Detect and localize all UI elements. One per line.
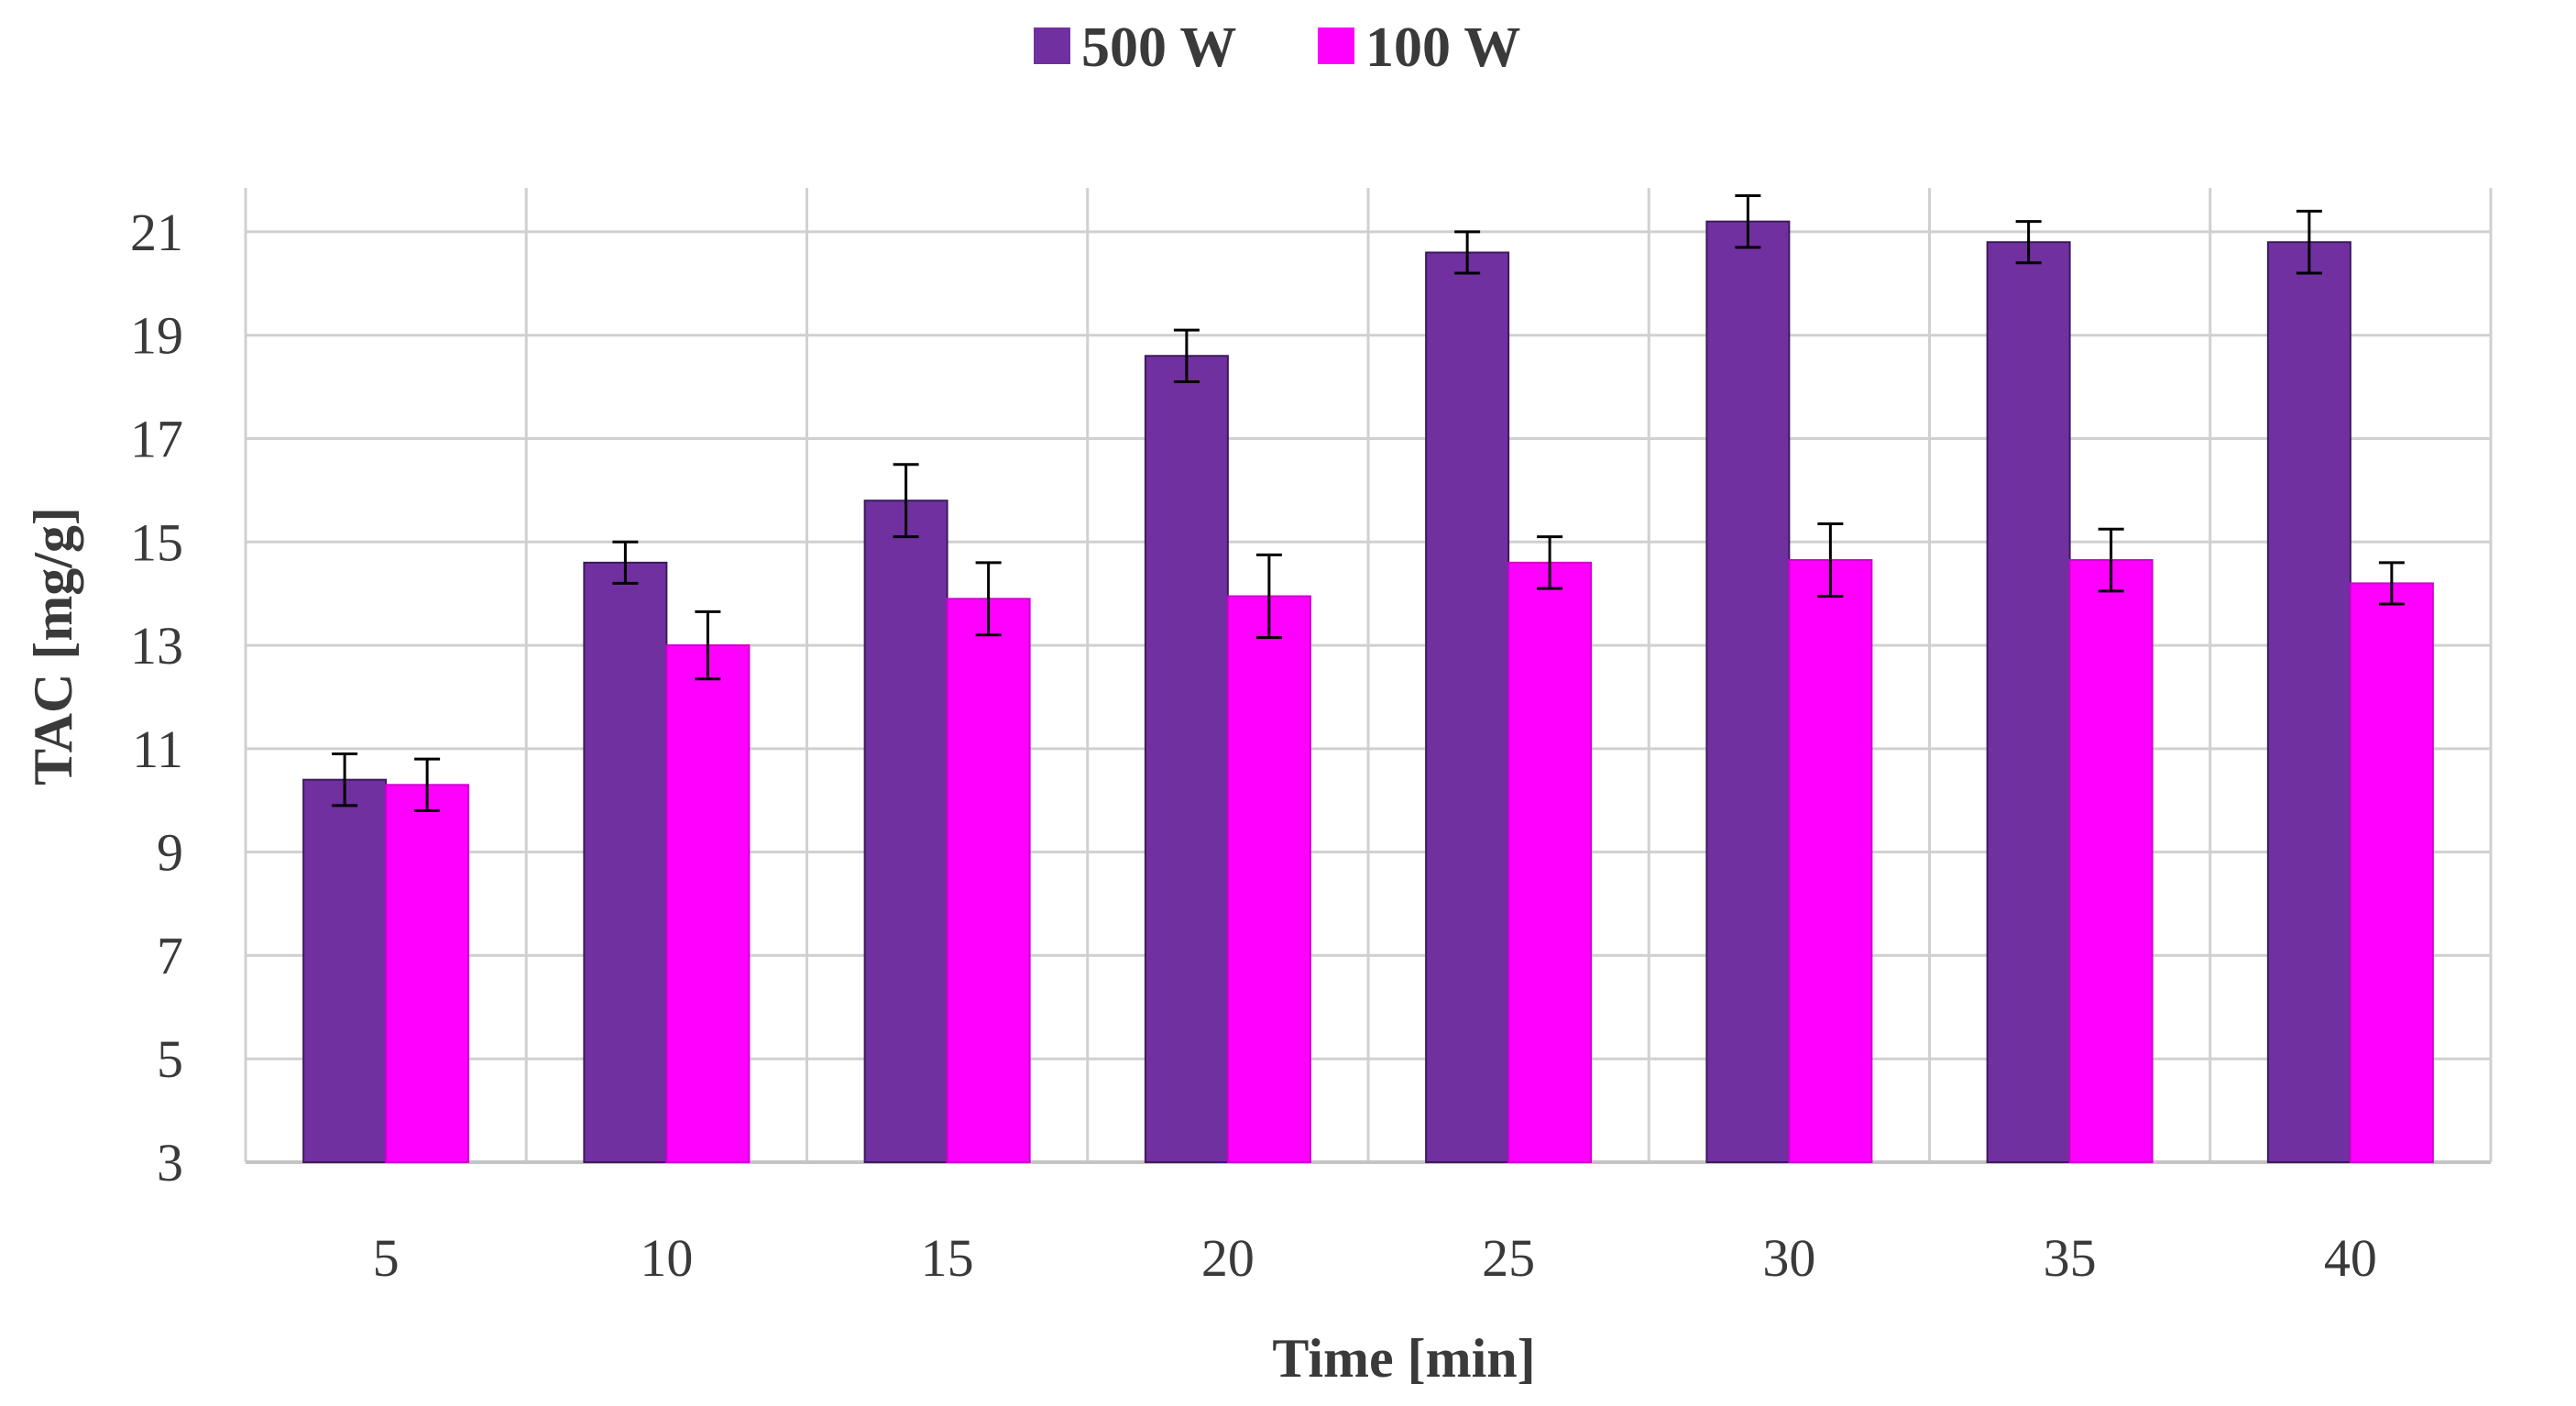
y-tick-label: 13 bbox=[130, 616, 183, 676]
x-tick-label: 25 bbox=[1482, 1228, 1535, 1288]
x-tick-label: 10 bbox=[640, 1228, 693, 1288]
legend-label-100w: 100 W bbox=[1365, 16, 1520, 79]
y-tick-label: 7 bbox=[157, 926, 183, 985]
bar-100w-30 bbox=[1788, 559, 1873, 1163]
bar-100w-35 bbox=[2068, 559, 2154, 1163]
y-tick-label: 11 bbox=[132, 719, 183, 779]
bar-100w-40 bbox=[2349, 582, 2434, 1163]
x-tick-label: 15 bbox=[921, 1228, 974, 1288]
y-tick-label: 21 bbox=[130, 203, 183, 262]
bar-500w-25 bbox=[1425, 251, 1510, 1163]
x-tick-label: 35 bbox=[2044, 1228, 2097, 1288]
y-tick-label: 15 bbox=[130, 512, 183, 572]
bar-100w-25 bbox=[1507, 561, 1593, 1163]
error-bars bbox=[332, 193, 2405, 813]
grid bbox=[244, 188, 2493, 1164]
x-tick-label: 40 bbox=[2324, 1228, 2377, 1288]
y-tick-label: 17 bbox=[130, 410, 183, 469]
y-tick-label: 5 bbox=[157, 1029, 183, 1089]
bar-500w-35 bbox=[1986, 241, 2071, 1163]
legend-label-500w: 500 W bbox=[1081, 16, 1236, 79]
legend: 500 W 100 W bbox=[1034, 16, 1520, 79]
bar-500w-5 bbox=[302, 778, 388, 1163]
x-tick-label: 5 bbox=[373, 1228, 400, 1288]
legend-swatch-500w bbox=[1034, 27, 1070, 64]
y-tick-label: 9 bbox=[157, 823, 183, 883]
legend-swatch-100w bbox=[1318, 27, 1354, 64]
bar-500w-10 bbox=[583, 561, 668, 1163]
x-axis-title: Time [min] bbox=[1272, 1328, 1535, 1389]
x-tick-label: 30 bbox=[1762, 1228, 1815, 1288]
bar-500w-20 bbox=[1144, 355, 1229, 1163]
x-tick-label: 20 bbox=[1201, 1228, 1255, 1288]
y-tick-label: 3 bbox=[157, 1133, 183, 1192]
bar-100w-15 bbox=[946, 598, 1031, 1163]
bar-100w-5 bbox=[385, 784, 470, 1163]
bars bbox=[302, 220, 2434, 1164]
y-tick-label: 19 bbox=[130, 306, 183, 366]
bar-500w-30 bbox=[1705, 220, 1791, 1164]
y-axis-title: TAC [mg/g] bbox=[23, 507, 83, 785]
bar-500w-15 bbox=[863, 500, 948, 1163]
bar-100w-20 bbox=[1226, 595, 1311, 1163]
bar-100w-10 bbox=[665, 644, 751, 1163]
bar-500w-40 bbox=[2266, 241, 2351, 1163]
